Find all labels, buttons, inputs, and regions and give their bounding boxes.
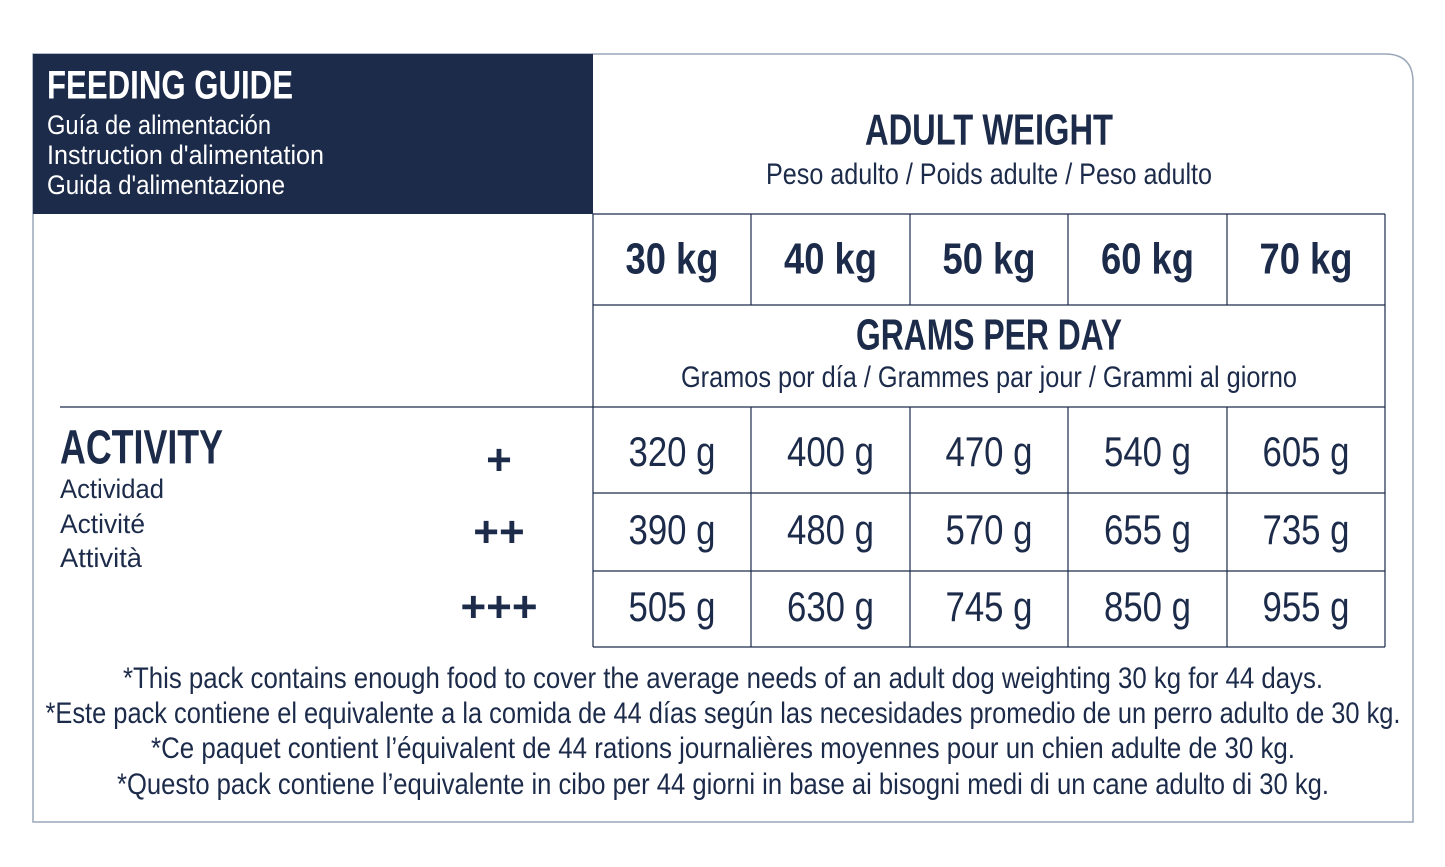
adult-weight-title: ADULT WEIGHT	[865, 106, 1113, 155]
header-title: FEEDING GUIDE	[47, 64, 293, 108]
grams-cell: 390 g	[629, 506, 716, 553]
activity-subtitle: Actividad	[60, 474, 164, 504]
outer-frame	[32, 53, 1414, 823]
grams-cell: 745 g	[946, 583, 1033, 630]
grams-cell: 400 g	[787, 428, 874, 475]
footnote: *Este pack contiene el equivalente a la …	[46, 697, 1401, 730]
grams-cell: 480 g	[787, 506, 874, 553]
footnote: *Ce paquet contient l’équivalent de 44 r…	[151, 732, 1295, 765]
grams-cell: 505 g	[629, 583, 716, 630]
weight-header: 70 kg	[1260, 235, 1353, 284]
grams-cell: 955 g	[1263, 583, 1350, 630]
header-subtitle: Instruction d'alimentation	[47, 140, 324, 170]
weight-header: 40 kg	[784, 235, 877, 284]
weight-header: 50 kg	[943, 235, 1036, 284]
weight-header: 60 kg	[1101, 235, 1194, 284]
activity-title: ACTIVITY	[60, 422, 223, 475]
activity-level: +++	[460, 583, 537, 632]
grams-subtitle: Gramos por día / Grammes par jour / Gram…	[681, 361, 1297, 394]
activity-level: ++	[473, 508, 524, 557]
footnote: *Questo pack contiene l’equivalente in c…	[117, 768, 1329, 801]
grams-cell: 470 g	[946, 428, 1033, 475]
adult-weight-subtitle: Peso adulto / Poids adulte / Peso adulto	[766, 158, 1212, 191]
header-subtitle: Guía de alimentación	[47, 110, 271, 140]
grams-cell: 850 g	[1104, 583, 1191, 630]
activity-level: +	[486, 436, 512, 485]
header-box	[33, 54, 593, 214]
grams-cell: 320 g	[629, 428, 716, 475]
grams-cell: 630 g	[787, 583, 874, 630]
header-subtitle: Guida d'alimentazione	[47, 170, 285, 200]
activity-subtitle: Attività	[60, 543, 143, 573]
footnote: *This pack contains enough food to cover…	[123, 662, 1323, 695]
grams-cell: 735 g	[1263, 506, 1350, 553]
grams-title: GRAMS PER DAY	[856, 311, 1122, 360]
grams-cell: 655 g	[1104, 506, 1191, 553]
table-grid	[60, 213, 1386, 648]
grams-cell: 605 g	[1263, 428, 1350, 475]
grams-cell: 570 g	[946, 506, 1033, 553]
weight-header: 30 kg	[626, 235, 719, 284]
grams-cell: 540 g	[1104, 428, 1191, 475]
activity-subtitle: Activité	[60, 509, 145, 539]
